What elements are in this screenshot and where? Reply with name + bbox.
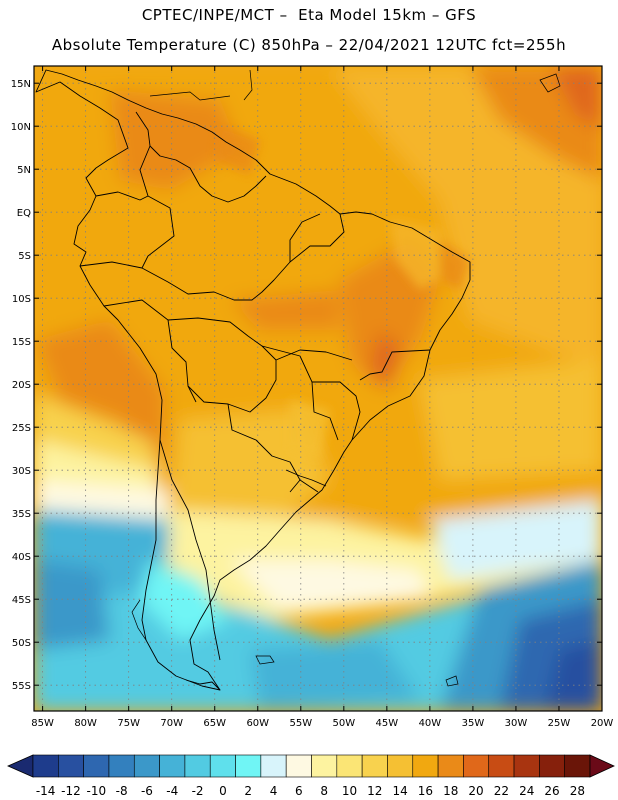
lon-tick-label: 40W — [419, 718, 442, 729]
lat-tick-label: 15S — [12, 337, 31, 348]
lon-tick-label: 65W — [203, 718, 226, 729]
colorbar-labels: -14 -12 -10 -8 -6 -4 -2 0 2 4 6 8 10 12 14 16 18 20 22 24 26… — [36, 784, 585, 798]
colorbar-swatch — [437, 754, 464, 778]
colorbar-label: 26 — [544, 784, 559, 798]
lon-tick-label: 25W — [548, 718, 571, 729]
caribbean-islands — [131, 69, 561, 687]
colorbar-swatch — [361, 754, 388, 778]
colorbar-label: 28 — [570, 784, 585, 798]
lon-tick-label: 55W — [289, 718, 312, 729]
map-title: CPTEC/INPE/MCT – Eta Model 15km – GFS — [141, 6, 477, 24]
lat-tick-label: 40S — [12, 552, 31, 563]
colorbar-swatch — [83, 754, 110, 778]
colorbar-swatch — [108, 754, 135, 778]
colorbar-swatch — [285, 754, 312, 778]
lon-tick-label: 60W — [246, 718, 269, 729]
longitude-ticks: 85W 80W 75W 70W 65W 60W 55W 50W 45W 40W 35W 30W 25W 2… — [31, 66, 613, 729]
colorbar-swatch — [564, 754, 591, 778]
colorbar-label: -2 — [192, 784, 204, 798]
colorbar-label: 6 — [295, 784, 303, 798]
colorbar-swatch — [336, 754, 363, 778]
colorbar-swatch — [539, 754, 565, 778]
lat-tick-label: 55S — [12, 681, 31, 692]
lon-tick-label: 20W — [591, 718, 614, 729]
lon-tick-label: 35W — [462, 718, 485, 729]
lon-tick-label: 70W — [160, 718, 183, 729]
colorbar-swatch — [260, 754, 287, 778]
lat-tick-label: 15N — [11, 79, 31, 90]
colorbar-swatch — [513, 754, 540, 778]
lon-tick-label: 50W — [333, 718, 356, 729]
colorbar-swatch — [159, 754, 186, 778]
lat-tick-label: 50S — [12, 638, 31, 649]
lon-tick-label: 85W — [31, 718, 54, 729]
colorbar-max-arrow — [589, 754, 615, 778]
coastline — [35, 69, 471, 691]
colorbar-swatch — [184, 754, 211, 778]
lat-tick-label: 5S — [18, 251, 31, 262]
colorbar-label: -12 — [61, 784, 81, 798]
colorbar-swatch — [488, 754, 515, 778]
lat-tick-label: EQ — [17, 208, 31, 219]
colorbar-swatch — [387, 754, 414, 778]
colorbar-label: 10 — [342, 784, 357, 798]
colorbar-label: -8 — [116, 784, 128, 798]
colorbar-label: -10 — [86, 784, 106, 798]
temperature-field — [34, 66, 602, 711]
colorbar-swatch — [463, 754, 490, 778]
colorbar — [7, 754, 615, 778]
colorbar-swatch — [311, 754, 338, 778]
colorbar-label: -6 — [141, 784, 153, 798]
colorbar-label: -4 — [166, 784, 178, 798]
colorbar-label: 14 — [392, 784, 407, 798]
graticule — [34, 66, 603, 711]
colorbar-label: 24 — [519, 784, 534, 798]
lon-tick-label: 45W — [376, 718, 399, 729]
colorbar-label: -14 — [36, 784, 56, 798]
colorbar-swatch — [412, 754, 439, 778]
lat-tick-label: 30S — [12, 466, 31, 477]
colorbar-label: 18 — [443, 784, 458, 798]
latitude-ticks: 15N 10N 5N EQ 5S 10S 15S 20S 25S 30S 35S 40S 45S 50S 5… — [11, 79, 602, 692]
colorbar-label: 2 — [244, 784, 252, 798]
colorbar-label: 20 — [468, 784, 483, 798]
colorbar-swatch — [209, 754, 236, 778]
lon-tick-label: 75W — [117, 718, 140, 729]
colorbar-swatch — [235, 754, 262, 778]
colorbar-label: 12 — [367, 784, 382, 798]
colorbar-label: 0 — [219, 784, 227, 798]
lat-tick-label: 10N — [11, 122, 31, 133]
map-subtitle: Absolute Temperature (C) 850hPa – 22/04/… — [51, 36, 567, 54]
lat-tick-label: 25S — [12, 423, 31, 434]
map-frame — [33, 65, 603, 712]
lon-tick-label: 30W — [505, 718, 528, 729]
colorbar-label: 4 — [270, 784, 278, 798]
lat-tick-label: 5N — [17, 165, 31, 176]
lon-tick-label: 80W — [74, 718, 97, 729]
colorbar-swatch — [58, 754, 84, 778]
colorbar-label: 22 — [494, 784, 509, 798]
colorbar-min-arrow — [7, 754, 34, 778]
lat-tick-label: 20S — [12, 380, 31, 391]
lat-tick-label: 45S — [12, 595, 31, 606]
colorbar-label: 16 — [418, 784, 433, 798]
colorbar-label: 8 — [320, 784, 328, 798]
colorbar-swatch — [32, 754, 59, 778]
colorbar-swatch — [133, 754, 160, 778]
lat-tick-label: 35S — [12, 509, 31, 520]
lat-tick-label: 10S — [12, 294, 31, 305]
